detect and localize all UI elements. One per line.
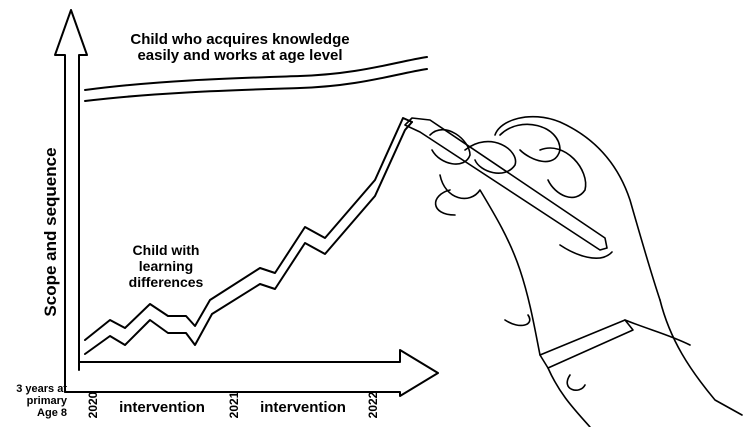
x-label-year: 2021 xyxy=(227,391,241,418)
typical-label-line1: Child who acquires knowledge xyxy=(130,31,349,48)
x-axis-arrow xyxy=(65,350,438,396)
learning-label-line3: differences xyxy=(129,274,204,290)
start-note-line1: 3 years at xyxy=(16,383,67,395)
y-axis-label: Scope and sequence xyxy=(41,147,60,316)
start-note-line3: Age 8 xyxy=(37,407,67,419)
page: Child who acquires knowledge easily and … xyxy=(0,0,743,427)
hand-sketch xyxy=(405,117,742,427)
typical-label-line2: easily and works at age level xyxy=(137,47,342,64)
learning-line-upper xyxy=(85,118,412,340)
x-label-intervention: intervention xyxy=(119,399,205,416)
start-note-line2: primary xyxy=(27,395,68,407)
learning-label-line2: learning xyxy=(139,258,193,274)
x-label-year: 2022 xyxy=(366,391,380,418)
diagram: Child who acquires knowledge easily and … xyxy=(0,0,743,427)
x-label-intervention: intervention xyxy=(260,399,346,416)
x-label-year: 2020 xyxy=(86,391,100,418)
learning-label-line1: Child with xyxy=(133,242,200,258)
